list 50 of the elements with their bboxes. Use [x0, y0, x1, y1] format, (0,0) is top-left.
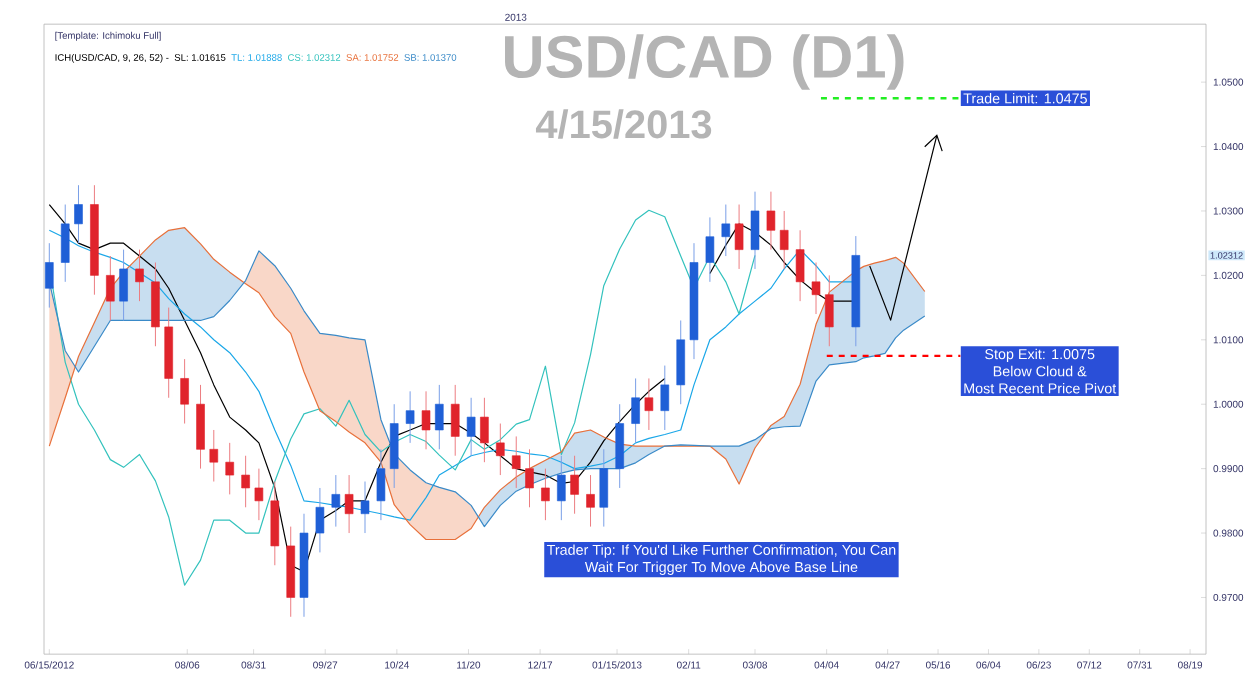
candlestick: [254, 468, 264, 521]
candlestick: [825, 274, 834, 347]
chart-title: USD/CAD (D1): [505, 34, 904, 90]
candlestick: [60, 204, 70, 283]
candlestick: [734, 204, 744, 270]
candlestick: [421, 390, 431, 450]
candlestick: [196, 384, 205, 470]
candlestick: [344, 474, 354, 534]
candlestick: [389, 403, 399, 489]
candlestick: [615, 403, 624, 489]
candlestick: [750, 191, 760, 270]
text: 4/15/2013: [535, 109, 712, 139]
candlestick: [209, 429, 219, 483]
candlestick: [511, 435, 521, 489]
candlestick: [405, 390, 415, 444]
candlestick: [496, 423, 505, 476]
candlestick: [376, 448, 386, 521]
candlestick: [180, 358, 189, 425]
candlestick: [586, 474, 595, 528]
candlestick: [766, 191, 776, 251]
candlestick: [225, 442, 234, 495]
candlestick: [480, 397, 489, 463]
candlestick: [119, 249, 128, 321]
candlestick: [811, 261, 821, 315]
candlestick: [331, 474, 341, 528]
candlestick: [541, 468, 550, 521]
candlestick: [660, 365, 670, 431]
candlestick: [45, 242, 54, 309]
candlestick: [599, 448, 609, 528]
candlestick: [631, 377, 640, 444]
candlestick: [151, 261, 160, 347]
candlestick: [450, 384, 460, 457]
candlestick: [106, 255, 115, 321]
candlestick: [721, 204, 731, 257]
candlestick: [270, 481, 280, 566]
candlestick: [466, 397, 476, 457]
candlestick: [779, 210, 789, 270]
candlestick: [570, 455, 579, 515]
candlestick: [525, 448, 534, 508]
candlestick: [435, 384, 444, 450]
candlestick: [676, 319, 685, 405]
candlestick: [705, 216, 715, 283]
candlestick: [74, 184, 83, 244]
candlestick: [795, 229, 805, 302]
candlestick: [360, 481, 370, 534]
candlestick: [315, 487, 325, 553]
candlestick: [644, 377, 654, 431]
candlestick: [557, 455, 566, 521]
candlestick: [135, 249, 144, 302]
candlestick: [241, 455, 250, 508]
